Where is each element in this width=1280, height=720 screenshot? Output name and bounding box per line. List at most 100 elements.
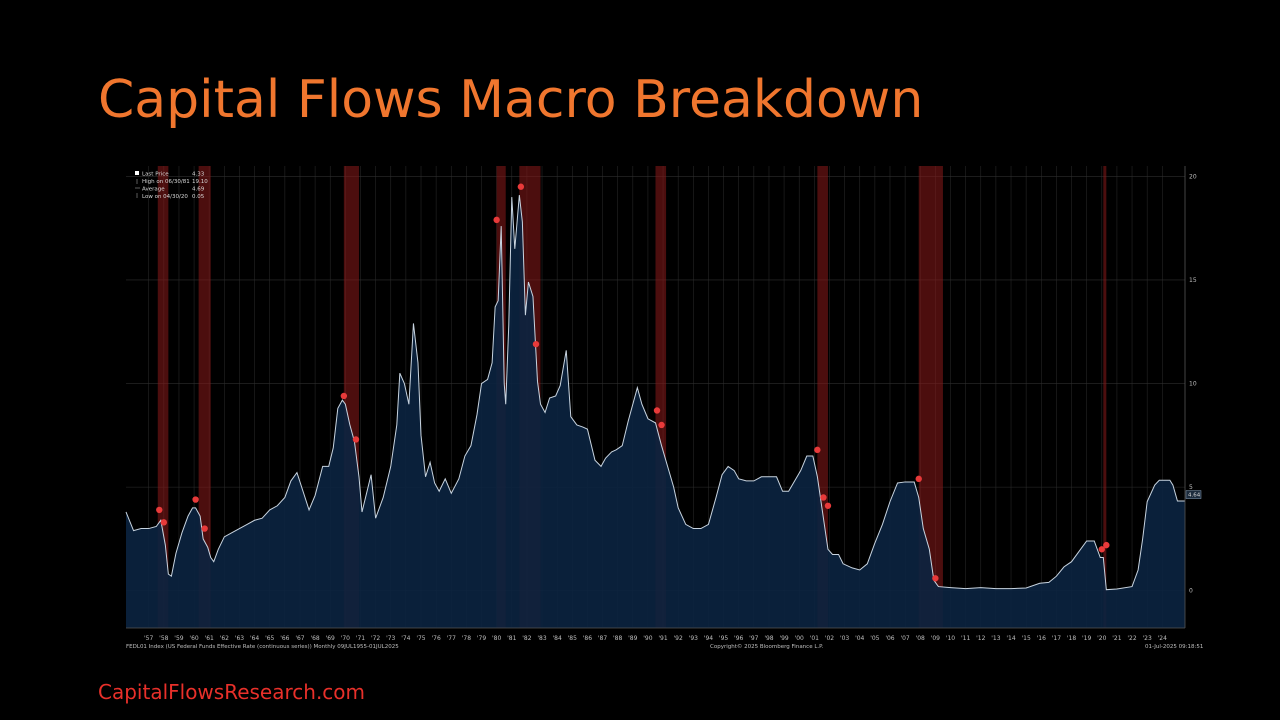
source-left: FEDL01 Index (US Federal Funds Effective… xyxy=(126,644,399,650)
x-tick-label: '07 xyxy=(900,635,909,642)
x-tick-label: '69 xyxy=(326,635,335,642)
x-tick-label: '60 xyxy=(189,635,198,642)
recession-marker xyxy=(340,392,348,400)
x-tick-label: '99 xyxy=(779,635,788,642)
x-tick-label: '18 xyxy=(1067,635,1076,642)
legend-label-average: Average xyxy=(142,187,165,193)
x-tick-label: '13 xyxy=(991,635,1000,642)
last-value-tag-label: 4.64 xyxy=(1188,493,1201,499)
last-value-tag-box xyxy=(1185,490,1202,499)
x-tick-label: '17 xyxy=(1052,635,1061,642)
recession-band xyxy=(817,166,828,628)
legend-label-low: Low on 04/30/20 xyxy=(142,194,188,200)
x-tick-label: '64 xyxy=(250,635,259,642)
x-tick-label: '83 xyxy=(537,635,546,642)
x-tick-label: '00 xyxy=(795,635,804,642)
x-tick-label: '05 xyxy=(870,635,879,642)
recession-band xyxy=(198,166,211,628)
x-tick-label: '21 xyxy=(1112,635,1121,642)
recession-band xyxy=(655,166,667,628)
legend-label-last: Last Price xyxy=(142,172,169,178)
recession-marker xyxy=(201,525,208,532)
x-tick-label: '01 xyxy=(810,635,819,642)
axes: '57 '58 '59 '60 '61 '62 '63 '64 '65 '66 '67 '68 '69 '… xyxy=(126,166,1197,642)
x-tick-label: '76 xyxy=(431,635,440,642)
recession-marker xyxy=(160,519,168,526)
x-tick-label: '87 xyxy=(598,635,607,642)
x-tick-label: '84 xyxy=(553,635,562,642)
x-tick-label: '09 xyxy=(931,635,940,642)
x-tick-label: '95 xyxy=(719,635,728,642)
series-line xyxy=(125,194,1185,591)
x-tick-label: '65 xyxy=(265,635,274,642)
x-tick-label: '94 xyxy=(704,635,713,642)
x-tick-label: '11 xyxy=(961,635,970,642)
x-tick-label: '06 xyxy=(885,635,894,642)
y-tick-label: 5 xyxy=(1189,484,1193,491)
recession-marker xyxy=(915,475,922,483)
x-tick-label: '57 xyxy=(144,635,153,642)
recession-marker xyxy=(1098,546,1105,553)
legend-value-last: 4.33 xyxy=(192,172,205,178)
source-right: 01-Jul-2025 09:18:51 xyxy=(1145,644,1203,650)
x-tick-label: '20 xyxy=(1097,635,1106,642)
x-tick-label: '82 xyxy=(522,635,531,642)
recession-marker xyxy=(658,421,665,429)
x-tick-label: '81 xyxy=(507,635,516,642)
recession-band xyxy=(1103,166,1107,628)
x-tick-label: '19 xyxy=(1082,635,1091,642)
x-tick-label: '78 xyxy=(462,635,471,642)
x-tick-label: '67 xyxy=(295,635,304,642)
x-tick-label: '62 xyxy=(220,635,229,642)
x-tick-label: '14 xyxy=(1006,635,1015,642)
recession-marker xyxy=(932,575,939,582)
x-tick-label: '12 xyxy=(976,635,985,642)
x-tick-label: '24 xyxy=(1158,635,1167,642)
recession-marker xyxy=(517,183,525,190)
x-tick-label: '74 xyxy=(401,635,410,642)
recession-marker xyxy=(192,496,199,503)
y-tick-label: 15 xyxy=(1189,277,1197,284)
x-tick-label: '97 xyxy=(749,635,758,642)
recession-marker xyxy=(814,446,821,454)
recession-marker xyxy=(653,407,661,414)
x-tick-label: '61 xyxy=(205,635,214,642)
legend-value-low: 0.05 xyxy=(192,194,205,200)
x-tick-label: '75 xyxy=(416,635,425,642)
y-tick-label: 10 xyxy=(1189,381,1197,388)
x-tick-label: '22 xyxy=(1127,635,1136,642)
x-tick-label: '70 xyxy=(341,635,350,642)
x-tick-label: '23 xyxy=(1143,635,1152,642)
legend: Last Price 4.33 High on 06/30/81 19.10 A… xyxy=(135,171,208,200)
recession-marker xyxy=(824,502,832,509)
x-tick-label: '63 xyxy=(235,635,244,642)
recession-markers xyxy=(156,183,1110,582)
recession-marker xyxy=(1103,541,1110,549)
x-tick-label: '03 xyxy=(840,635,849,642)
x-tick-label: '15 xyxy=(1022,635,1031,642)
x-tick-label: '96 xyxy=(734,635,743,642)
x-tick-label: '80 xyxy=(492,635,501,642)
x-tick-label: '16 xyxy=(1037,635,1046,642)
x-tick-label: '10 xyxy=(946,635,955,642)
legend-swatch-last xyxy=(135,171,139,175)
x-tick-label: '68 xyxy=(310,635,319,642)
x-tick-label: '72 xyxy=(371,635,380,642)
y-tick-label: 20 xyxy=(1189,173,1197,180)
series-area-fill xyxy=(126,195,1185,628)
recession-marker xyxy=(532,340,540,348)
recession-band xyxy=(157,166,169,628)
legend-value-average: 4.69 xyxy=(192,187,205,193)
x-tick-label: '58 xyxy=(159,635,168,642)
recession-marker xyxy=(820,494,827,501)
legend-label-high: High on 06/30/81 xyxy=(142,179,190,185)
recession-marker xyxy=(493,216,500,224)
legend-value-high: 19.10 xyxy=(192,179,208,185)
x-tick-label: '92 xyxy=(674,635,683,642)
x-tick-label: '93 xyxy=(689,635,698,642)
footer-website-link[interactable]: CapitalFlowsResearch.com xyxy=(98,680,366,704)
x-tick-label: '98 xyxy=(764,635,773,642)
x-tick-label: '71 xyxy=(356,635,365,642)
source-center: Copyright© 2025 Bloomberg Finance L.P. xyxy=(710,643,824,650)
